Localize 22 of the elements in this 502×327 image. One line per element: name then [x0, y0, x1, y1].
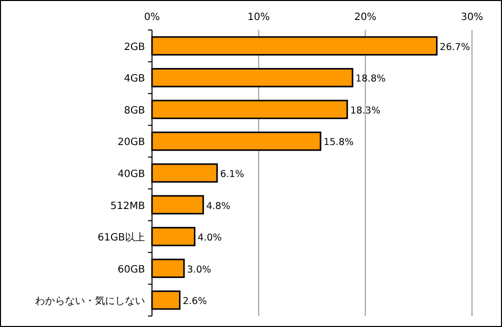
y-tick-label: わからない・気にしない [35, 296, 145, 308]
y-tick-label: 60GB [118, 264, 146, 276]
data-label: 3.0% [187, 264, 212, 276]
data-label: 15.8% [324, 137, 354, 148]
y-tick-label: 512MB [110, 200, 146, 212]
data-label: 2.6% [182, 296, 207, 308]
y-tick-label: 20GB [118, 137, 146, 148]
y-tick-label: 4GB [124, 74, 146, 85]
data-label: 4.0% [198, 232, 222, 244]
data-label: 4.8% [206, 200, 230, 212]
x-tick-label: 20% [354, 12, 376, 23]
y-tick-label: 8GB [124, 105, 146, 116]
y-tick-label: 61GB以上 [98, 232, 145, 244]
x-tick-label: 10% [248, 12, 270, 23]
x-tick-label: 0% [144, 12, 160, 23]
data-label: 18.8% [356, 74, 386, 85]
data-label: 26.7% [440, 42, 470, 53]
data-label: 18.3% [350, 105, 380, 116]
y-tick-label: 40GB [118, 169, 146, 180]
x-tick-label: 30% [460, 12, 484, 23]
y-tick-label: 2GB [124, 42, 146, 53]
data-label: 6.1% [220, 169, 244, 180]
